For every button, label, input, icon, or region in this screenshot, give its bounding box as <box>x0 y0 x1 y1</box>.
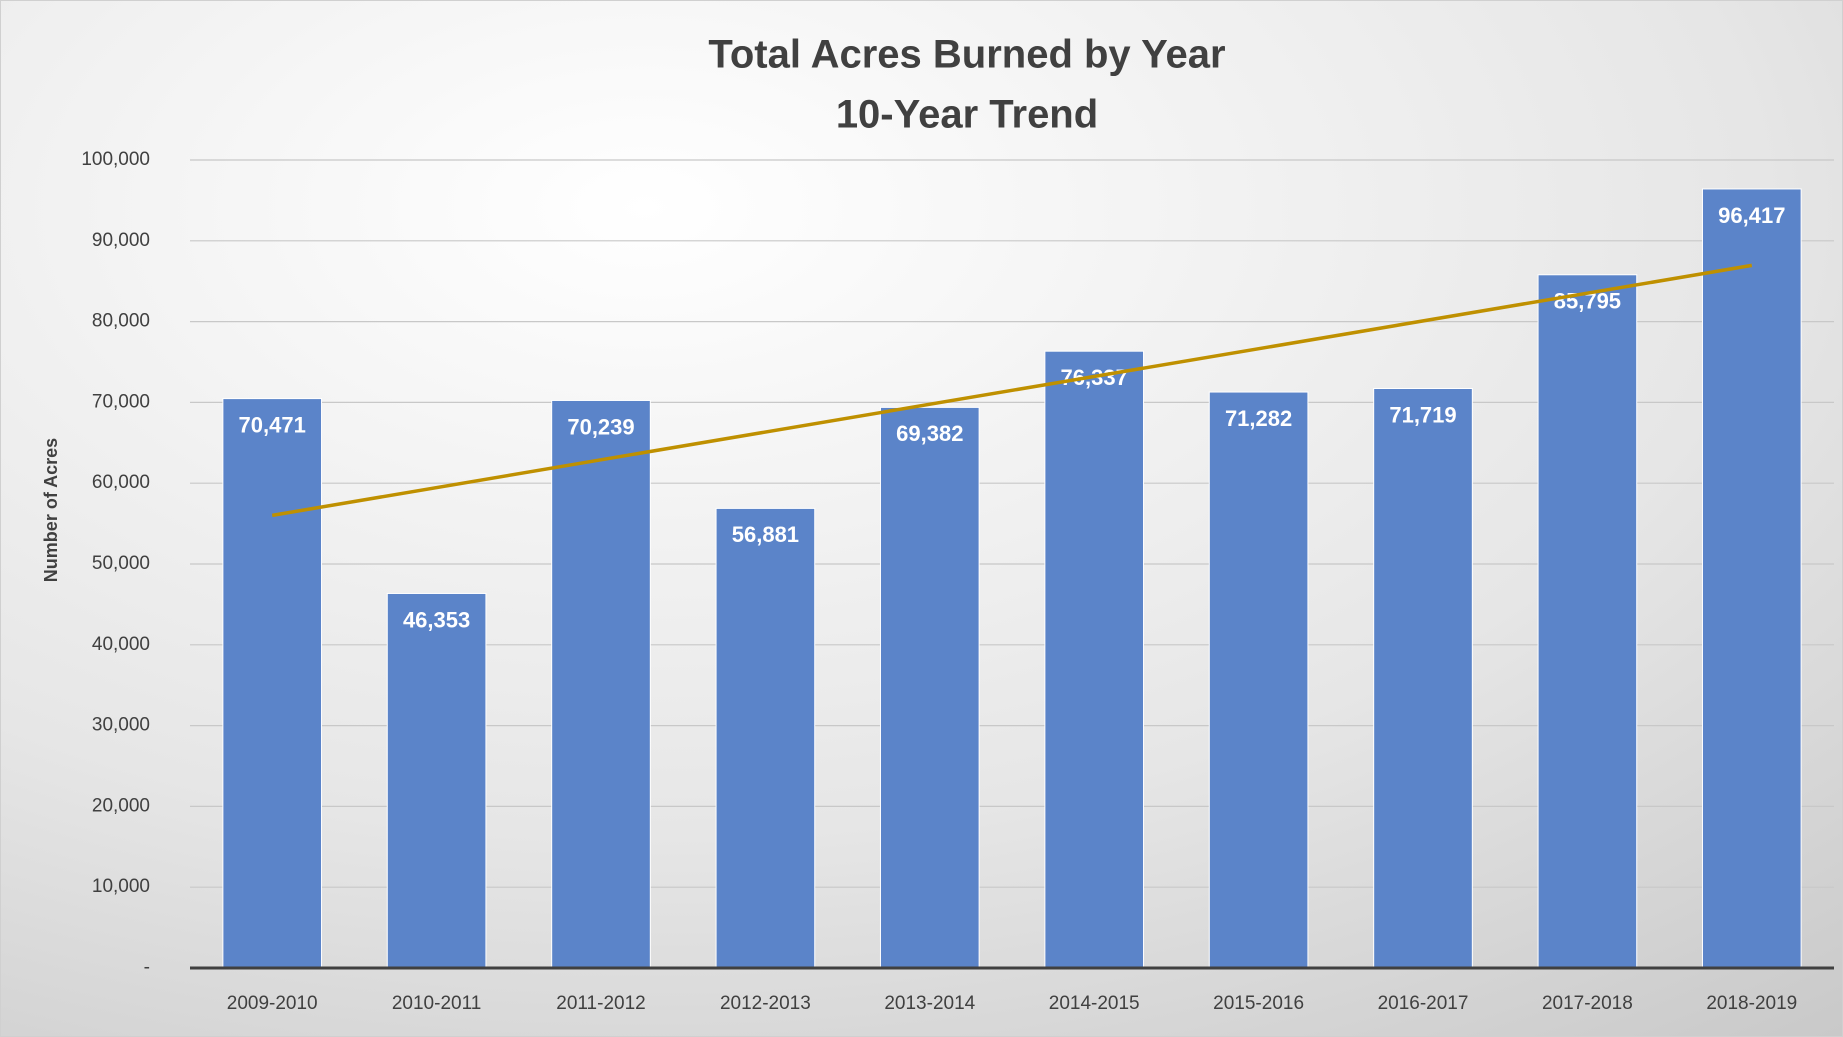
x-tick-label: 2016-2017 <box>1378 993 1469 1014</box>
y-tick-label: 40,000 <box>92 634 150 655</box>
x-tick-label: 2009-2010 <box>227 993 318 1014</box>
chart-subtitle: 10-Year Trend <box>836 93 1098 137</box>
y-tick-label: 80,000 <box>92 311 150 332</box>
y-tick-label: 30,000 <box>92 715 150 736</box>
bar <box>386 592 487 969</box>
bar <box>1044 350 1145 969</box>
data-label: 96,417 <box>1718 203 1785 228</box>
data-label: 70,239 <box>567 414 634 439</box>
y-tick-label: 90,000 <box>92 230 150 251</box>
y-tick-label: 20,000 <box>92 795 150 816</box>
data-label: 70,471 <box>239 412 306 437</box>
chart-title: Total Acres Burned by Year <box>708 33 1225 77</box>
data-label: 69,382 <box>896 421 963 446</box>
y-tick-label: 10,000 <box>92 876 150 897</box>
x-tick-label: 2015-2016 <box>1213 993 1304 1014</box>
bar <box>1373 388 1473 969</box>
trend-line <box>271 263 1753 518</box>
data-label: 46,353 <box>403 607 470 632</box>
data-label: 71,282 <box>1225 406 1292 431</box>
x-tick-label: 2014-2015 <box>1049 993 1140 1014</box>
bar <box>1701 188 1802 969</box>
bar <box>715 507 816 969</box>
y-axis-label: Number of Acres <box>41 438 61 582</box>
bar <box>1208 391 1309 969</box>
x-tick-label: 2011-2012 <box>556 993 645 1014</box>
data-label: 71,719 <box>1389 402 1456 427</box>
x-tick-label: 2012-2013 <box>720 993 811 1014</box>
bar <box>222 398 323 969</box>
y-tick-label: 50,000 <box>92 553 150 574</box>
data-label: 56,881 <box>732 522 799 547</box>
x-tick-label: 2018-2019 <box>1706 993 1797 1014</box>
y-tick-label: 70,000 <box>92 391 150 412</box>
x-tick-label: 2017-2018 <box>1542 993 1633 1014</box>
x-tick-label: 2013-2014 <box>884 993 975 1014</box>
bar <box>1537 274 1638 969</box>
y-tick-label: - <box>144 957 150 978</box>
x-tick-label: 2010-2011 <box>392 993 481 1014</box>
y-tick-label: 60,000 <box>92 472 150 493</box>
bar <box>551 399 651 969</box>
bar <box>879 406 980 969</box>
y-tick-label: 100,000 <box>81 149 150 170</box>
